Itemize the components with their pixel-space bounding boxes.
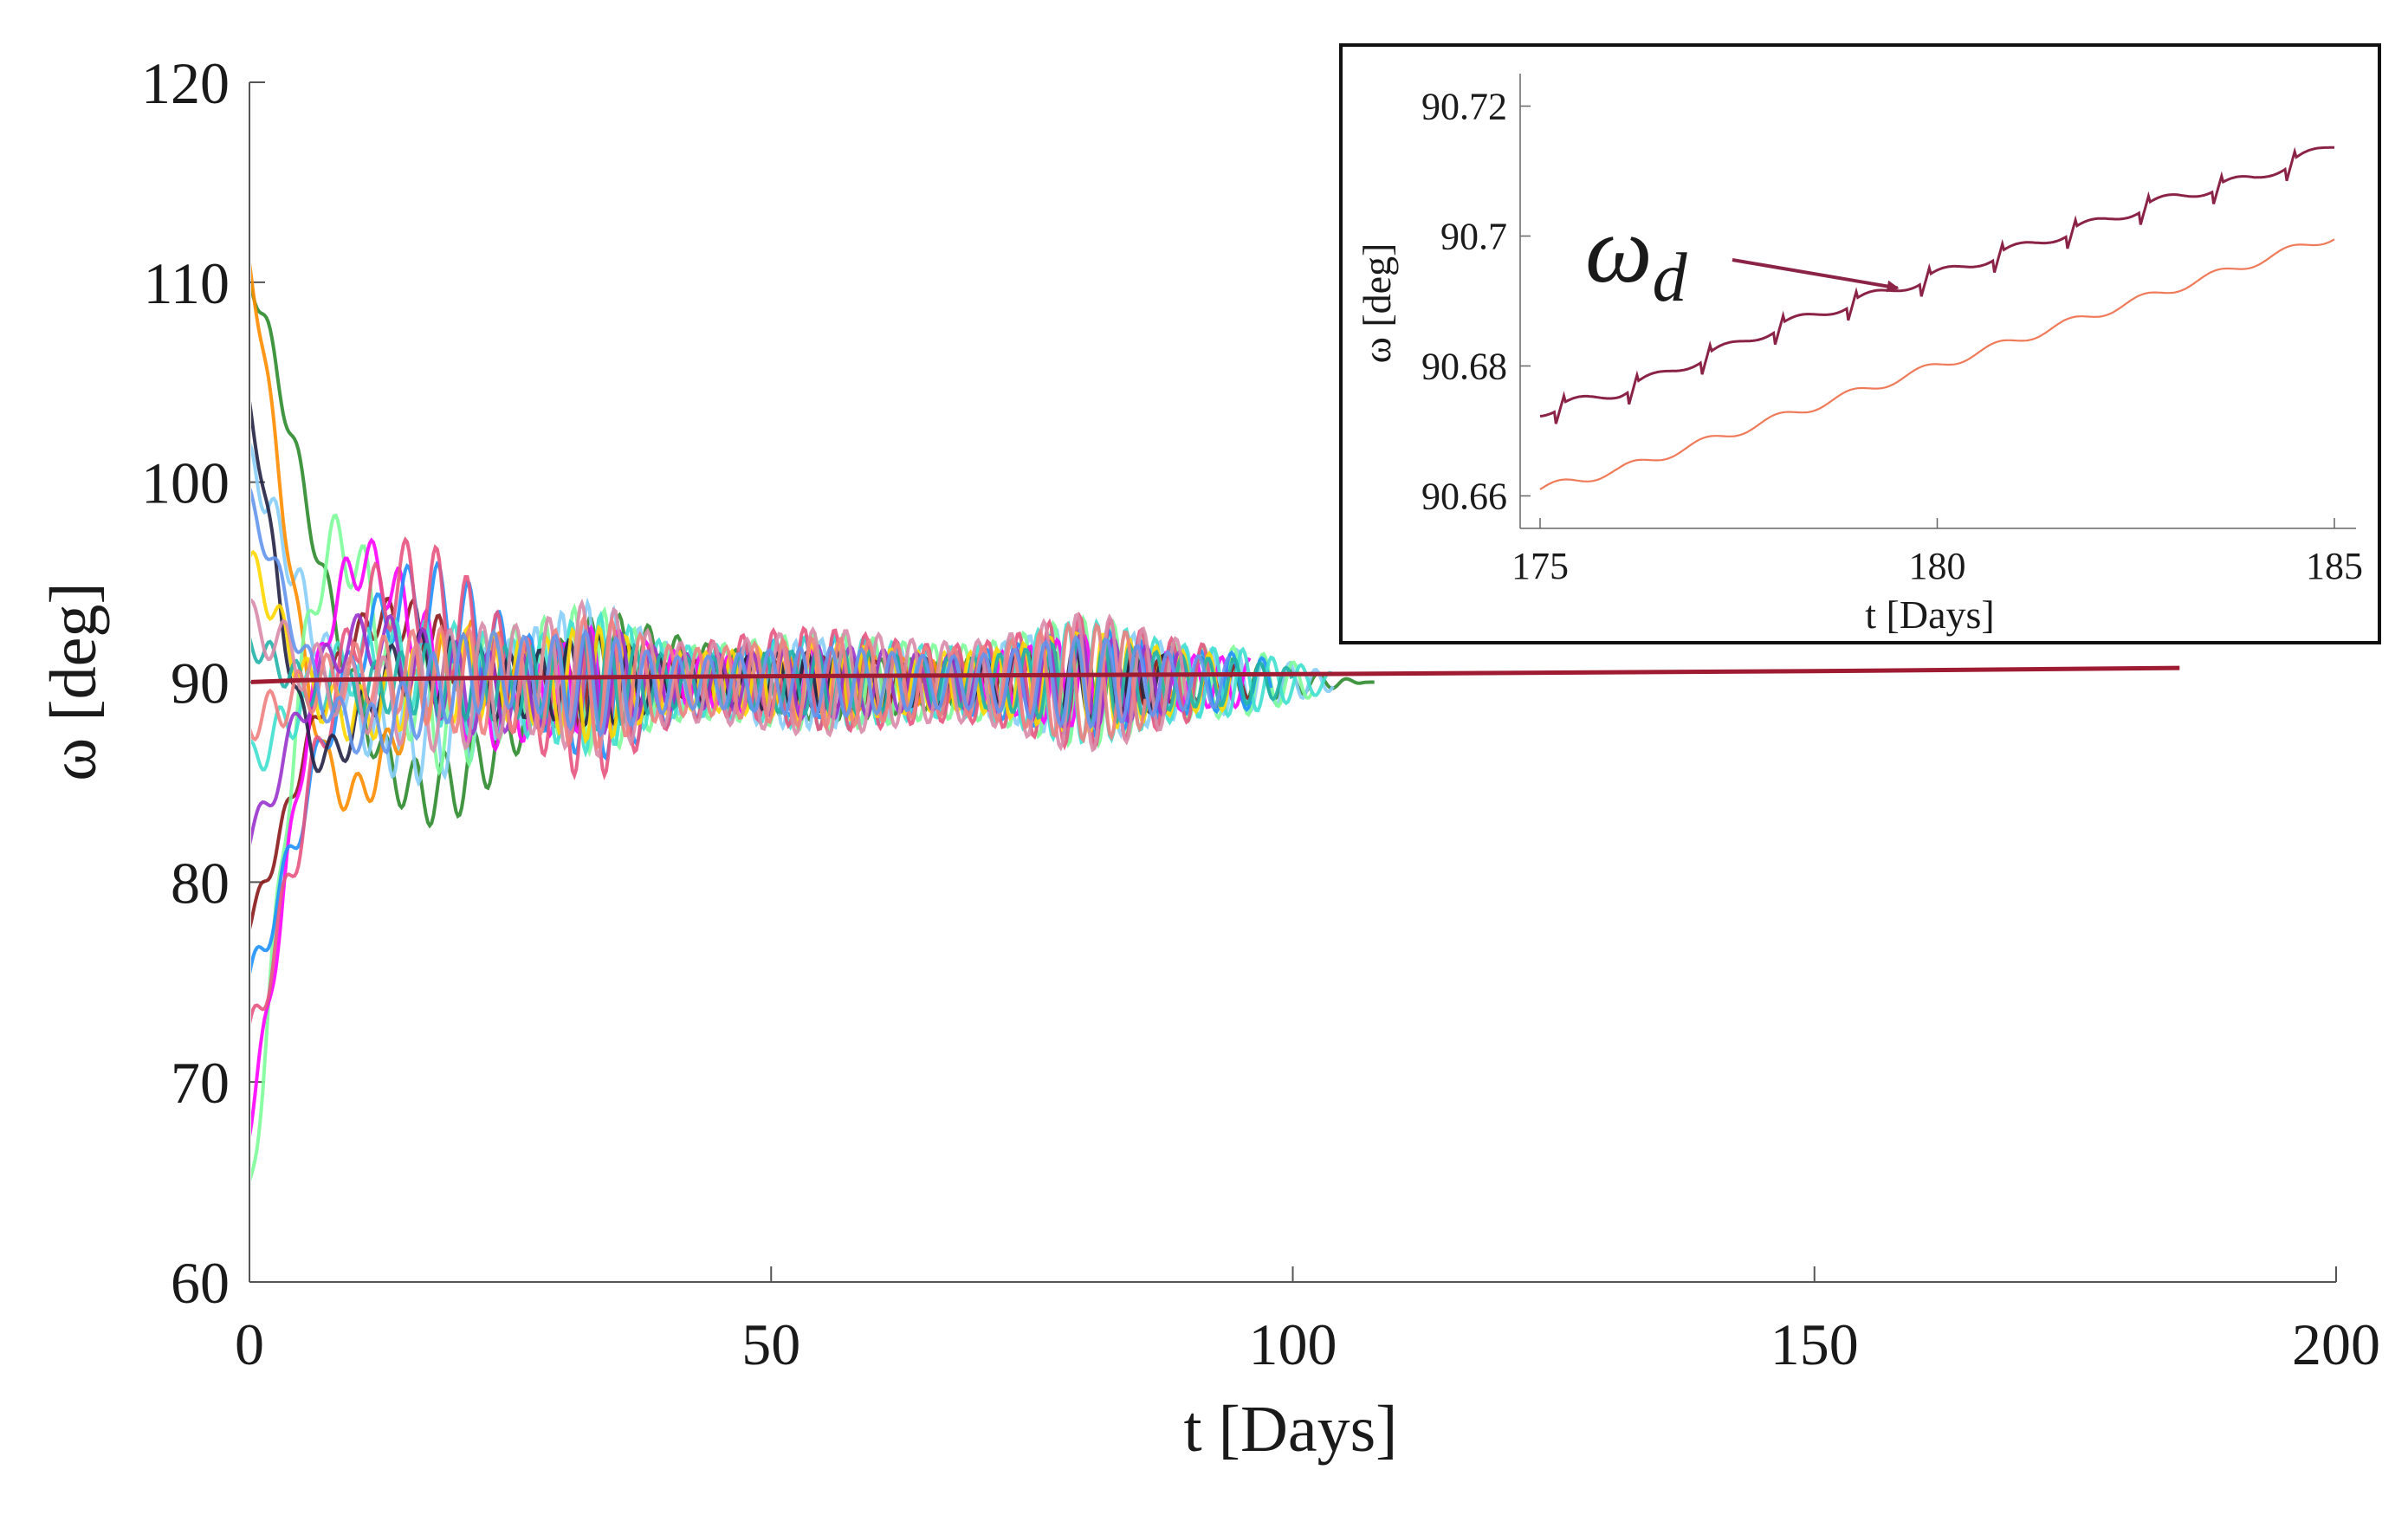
main-desired-line bbox=[251, 665, 2180, 684]
inset-y-axis-label: ω [deg] bbox=[1355, 243, 1399, 364]
main-ytick-label: 70 bbox=[171, 1050, 230, 1116]
main-series-line bbox=[251, 631, 1294, 732]
main-ytick-label: 100 bbox=[141, 450, 230, 516]
inset-ticks: 175 180 185 90.66 90.68 90.7 90.72 bbox=[1421, 86, 2363, 588]
inset-plot: 175 180 185 90.66 90.68 90.7 90.72 t [Days] ω … bbox=[1339, 43, 2381, 644]
main-ytick-label: 80 bbox=[171, 850, 230, 916]
main-plot: 0 50 100 150 200 60 70 80 90 100 110 120 t [Days] ω… bbox=[37, 50, 2380, 1466]
inset-frame bbox=[1339, 43, 2381, 644]
main-ytick-label: 120 bbox=[141, 50, 230, 116]
inset-ytick-label: 90.68 bbox=[1421, 346, 1507, 388]
main-ytick-label: 110 bbox=[144, 250, 230, 316]
omega-d-arrow bbox=[1732, 258, 1900, 293]
inset-x-axis-label: t [Days] bbox=[1865, 592, 1994, 637]
main-series-line bbox=[251, 613, 1148, 751]
inset-xtick-label: 180 bbox=[1909, 545, 1966, 587]
omega-d-annotation: ωd bbox=[1585, 197, 1900, 316]
main-series-line bbox=[251, 487, 1231, 755]
omega-d-base: ω bbox=[1585, 197, 1653, 302]
main-xtick-label: 100 bbox=[1249, 1311, 1337, 1377]
inset-xtick-label: 175 bbox=[1511, 545, 1569, 587]
main-xtick-label: 150 bbox=[1770, 1311, 1859, 1377]
main-ticks: 0 50 100 150 200 60 70 80 90 100 110 120 bbox=[141, 50, 2380, 1377]
main-x-axis-label: t [Days] bbox=[1184, 1393, 1398, 1466]
main-xtick-label: 0 bbox=[235, 1311, 264, 1377]
inset-ytick-label: 90.72 bbox=[1421, 86, 1507, 128]
main-ytick-label: 90 bbox=[171, 651, 230, 716]
omega-d-sub: d bbox=[1653, 240, 1688, 316]
inset-ytick-label: 90.7 bbox=[1440, 216, 1507, 258]
main-series-line bbox=[251, 277, 1375, 829]
inset-desired-line bbox=[1539, 146, 2334, 424]
main-xtick-label: 200 bbox=[2292, 1311, 2380, 1377]
main-series-group bbox=[251, 262, 2180, 1182]
main-y-axis-label: ω [deg] bbox=[37, 582, 110, 780]
inset-series-group bbox=[1539, 146, 2335, 490]
main-ytick-label: 60 bbox=[171, 1250, 230, 1316]
main-series-line bbox=[251, 560, 1273, 974]
inset-xtick-label: 185 bbox=[2306, 545, 2363, 587]
main-xtick-label: 50 bbox=[741, 1311, 800, 1377]
main-series-line bbox=[251, 598, 1188, 760]
inset-ytick-label: 90.66 bbox=[1421, 476, 1507, 518]
inset-actual-line bbox=[1539, 238, 2335, 490]
main-series-line bbox=[251, 536, 1211, 1025]
omega-d-label: ωd bbox=[1585, 197, 1688, 316]
